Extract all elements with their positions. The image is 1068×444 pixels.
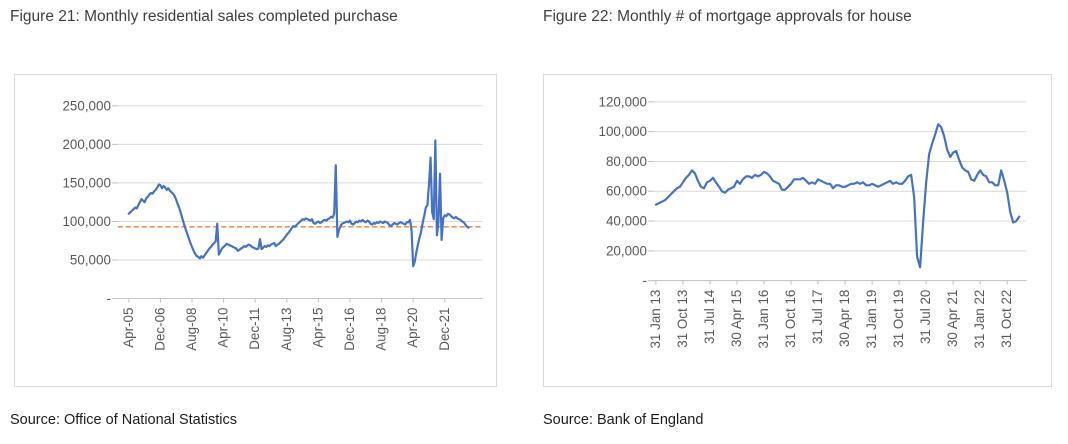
svg-text:31 Jan 13: 31 Jan 13 <box>648 290 663 349</box>
svg-text:Aug-18: Aug-18 <box>374 308 389 351</box>
figure-21-title: Figure 21: Monthly residential sales com… <box>10 8 398 25</box>
svg-text:120,000: 120,000 <box>598 94 646 109</box>
svg-text:Dec-06: Dec-06 <box>152 308 167 351</box>
svg-text:60,000: 60,000 <box>606 184 647 199</box>
svg-text:-: - <box>642 273 646 288</box>
svg-text:31 Jul 14: 31 Jul 14 <box>702 289 717 344</box>
svg-text:-: - <box>106 291 110 306</box>
svg-text:31 Jul 17: 31 Jul 17 <box>810 290 825 344</box>
figure-22-line-chart: - 20,000 40,000 60,000 80,000 100,000 120,000 3… <box>598 94 1027 349</box>
svg-text:Apr-20: Apr-20 <box>405 308 420 348</box>
svg-text:200,000: 200,000 <box>62 137 110 152</box>
svg-text:100,000: 100,000 <box>598 124 646 139</box>
svg-text:100,000: 100,000 <box>62 214 110 229</box>
svg-text:31 Oct 22: 31 Oct 22 <box>999 290 1014 348</box>
svg-text:50,000: 50,000 <box>70 252 111 267</box>
svg-text:Apr-10: Apr-10 <box>216 308 231 348</box>
svg-text:31 Jan 19: 31 Jan 19 <box>864 290 879 349</box>
svg-text:Apr-15: Apr-15 <box>310 308 325 348</box>
figure-21-line-chart: - 50,000 100,000 150,000 200,000 250,000 Apr-0… <box>62 98 483 351</box>
svg-text:Apr-05: Apr-05 <box>121 308 136 348</box>
svg-text:40,000: 40,000 <box>606 214 647 229</box>
svg-text:Dec-11: Dec-11 <box>247 308 262 350</box>
svg-text:Dec-21: Dec-21 <box>437 308 452 351</box>
svg-text:30 Apr 18: 30 Apr 18 <box>837 290 852 347</box>
svg-text:31 Oct 19: 31 Oct 19 <box>891 290 906 348</box>
figure-22-source: Source: Bank of England <box>543 412 704 428</box>
svg-text:31 Jul 20: 31 Jul 20 <box>918 290 933 344</box>
svg-text:Aug-13: Aug-13 <box>279 308 294 351</box>
svg-text:80,000: 80,000 <box>606 154 647 169</box>
svg-text:150,000: 150,000 <box>62 175 110 190</box>
svg-text:30 Apr 15: 30 Apr 15 <box>729 290 744 347</box>
figure-21-source: Source: Office of National Statistics <box>10 412 238 428</box>
svg-text:31 Oct 16: 31 Oct 16 <box>783 290 798 348</box>
figure-22-title: Figure 22: Monthly # of mortgage approva… <box>543 8 912 25</box>
svg-text:Dec-16: Dec-16 <box>342 308 357 351</box>
svg-text:31 Jan 22: 31 Jan 22 <box>972 290 987 349</box>
svg-text:31 Oct 13: 31 Oct 13 <box>675 290 690 348</box>
figure-21-chart-box: - 50,000 100,000 150,000 200,000 250,000 Apr-0… <box>14 74 497 387</box>
svg-text:20,000: 20,000 <box>606 243 647 258</box>
svg-text:250,000: 250,000 <box>62 98 110 113</box>
svg-text:31 Jan 16: 31 Jan 16 <box>756 290 771 349</box>
figure-22-chart-box: - 20,000 40,000 60,000 80,000 100,000 120,000 3… <box>543 74 1052 387</box>
svg-text:Aug-08: Aug-08 <box>184 308 199 351</box>
svg-text:30 Apr 21: 30 Apr 21 <box>945 290 960 347</box>
